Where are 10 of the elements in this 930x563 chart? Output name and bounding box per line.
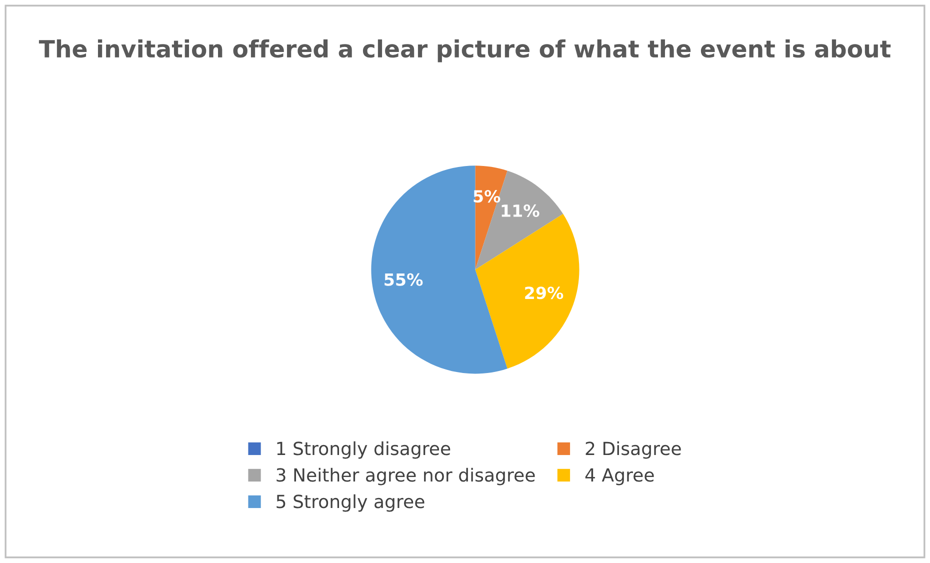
- data-label: 11%: [502, 204, 540, 217]
- legend-label: 3 Neither agree nor disagree: [276, 468, 535, 486]
- chart-title: The invitation offered a clear picture of what the event is about: [38, 39, 891, 62]
- pie-slice: [475, 170, 564, 270]
- data-label: 29%: [525, 286, 564, 300]
- legend-label: 4 Agree: [585, 468, 654, 486]
- legend-label: 1 Strongly disagree: [277, 441, 450, 459]
- legend-label: 2 Disagree: [586, 441, 681, 459]
- legend-label: 5 Strongly agree: [276, 494, 424, 512]
- data-label: 55%: [384, 273, 423, 286]
